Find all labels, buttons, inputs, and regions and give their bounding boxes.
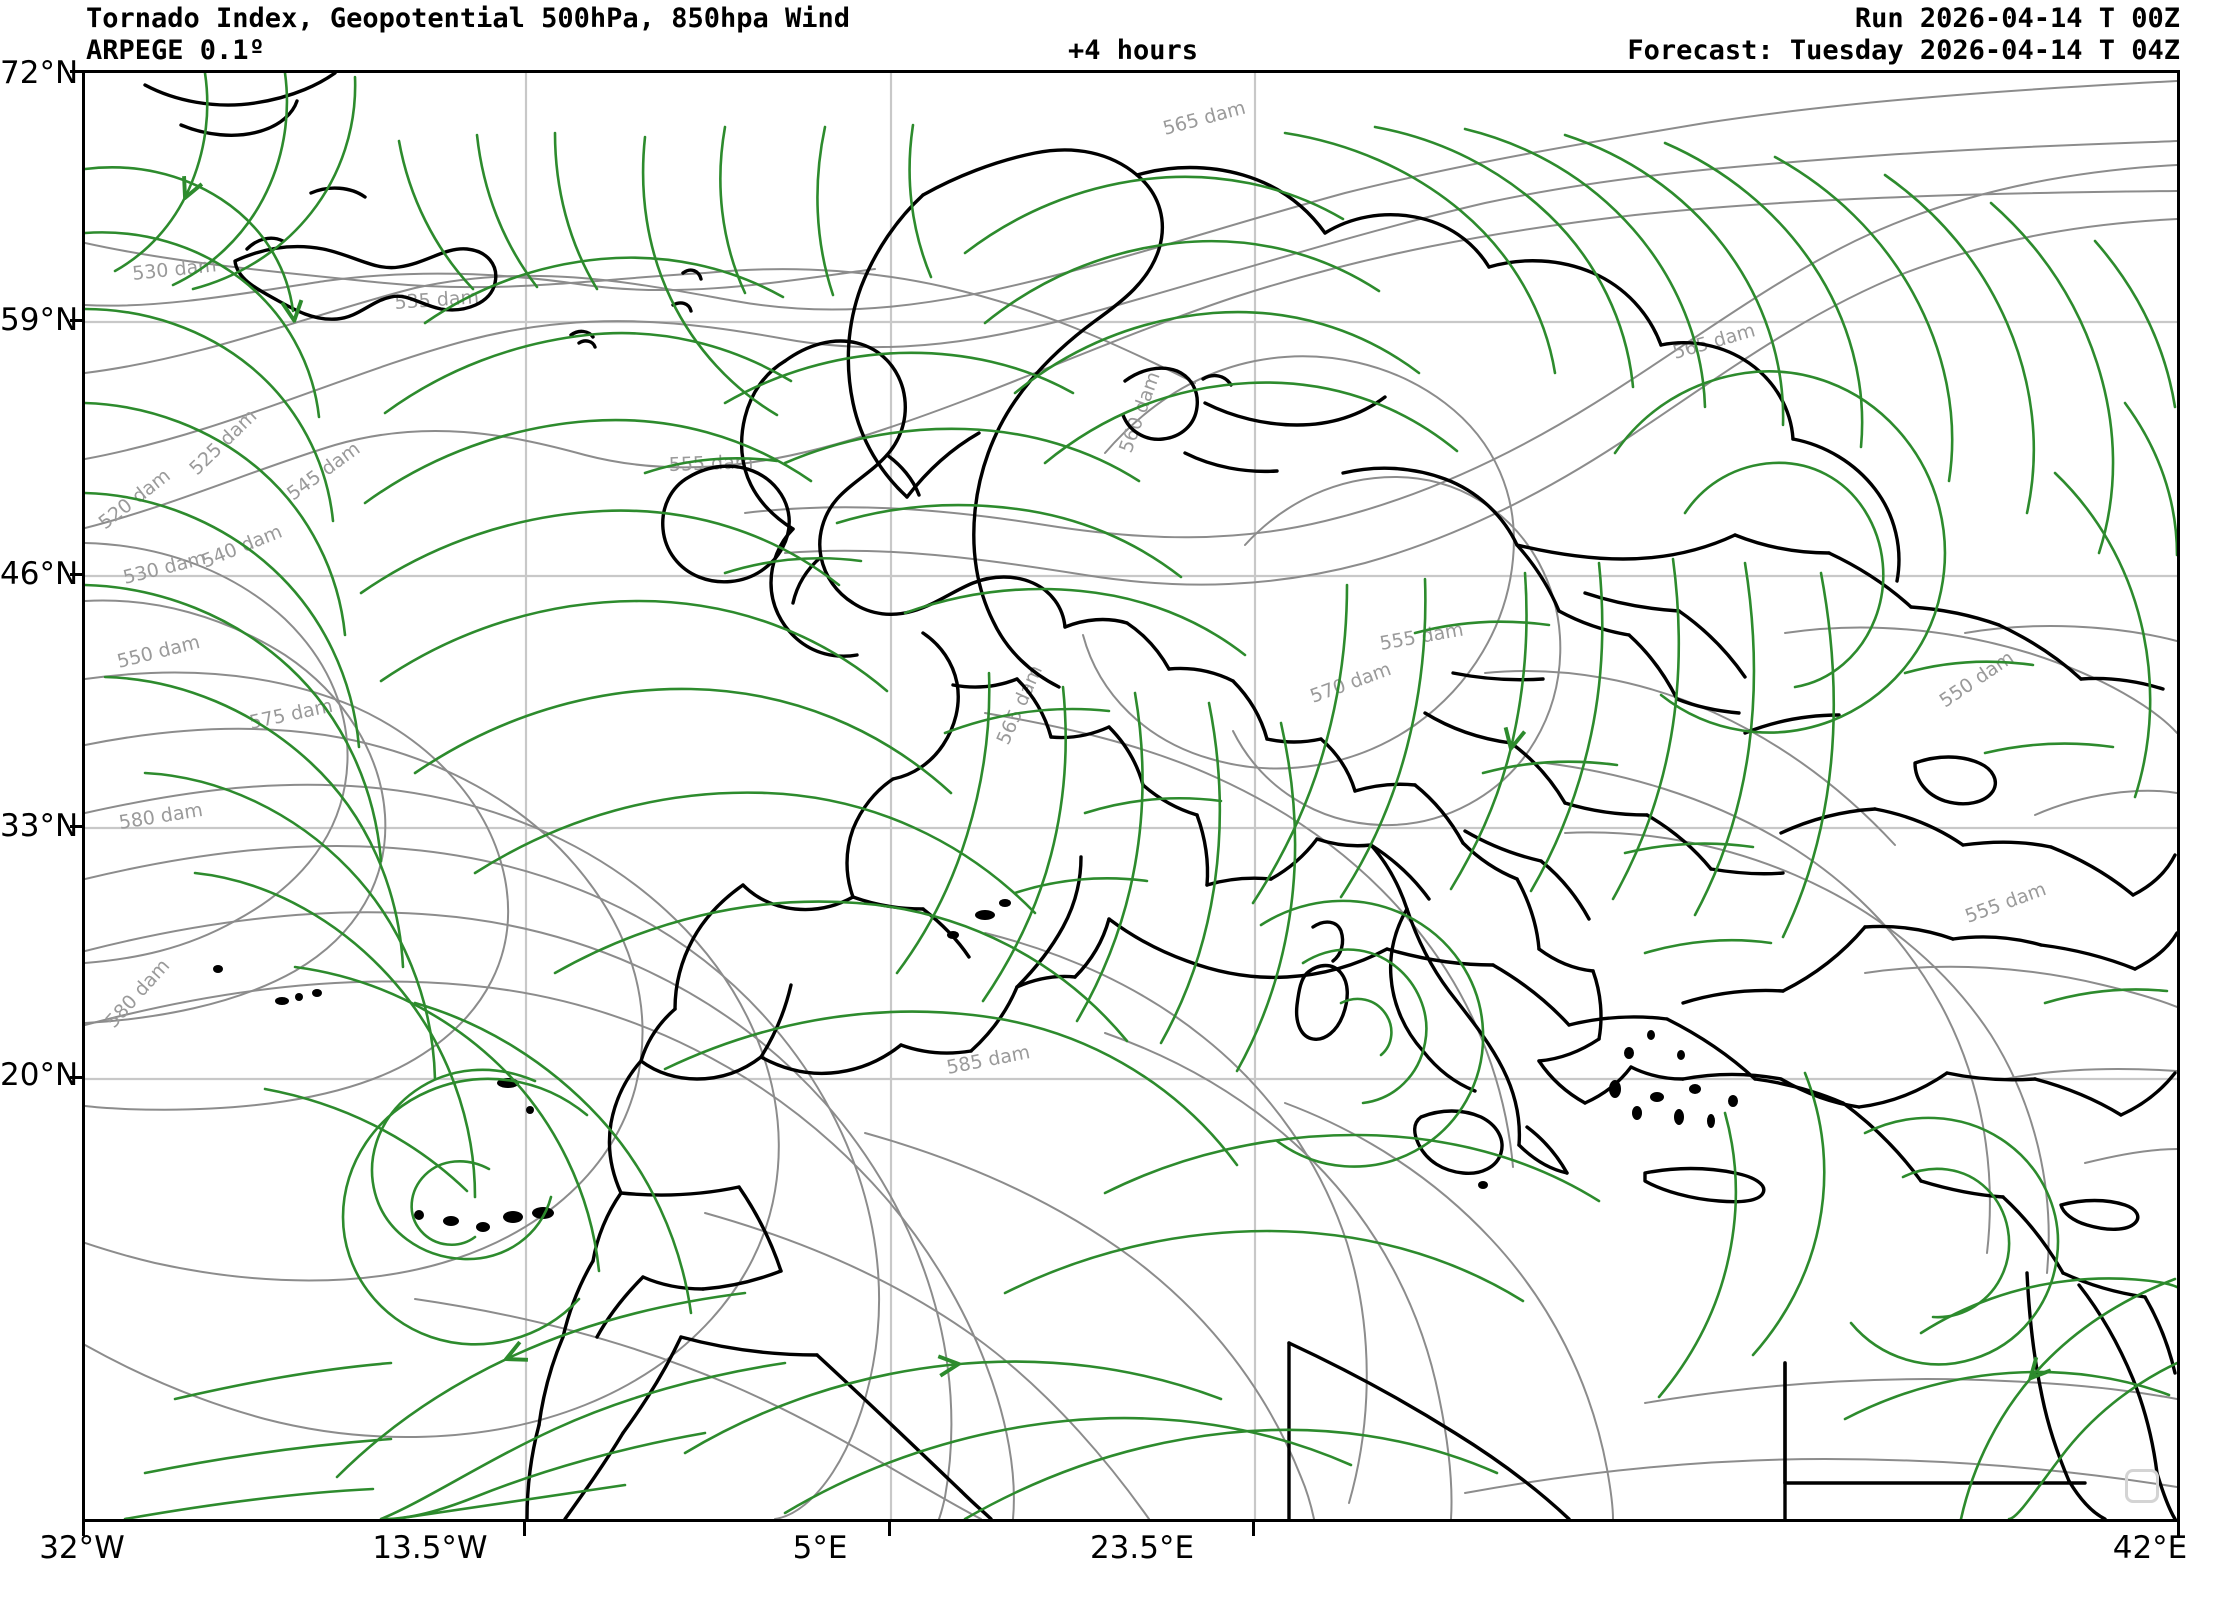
y-tick-1: [70, 319, 84, 322]
model-name-label: ARPEGE 0.1º: [86, 35, 265, 66]
y-tick-0: [70, 70, 84, 73]
contour-labels: 530 dam 535 dam 520 dam 525 dam 530 dam …: [95, 97, 2050, 1079]
header-row-bottom: ARPEGE 0.1º +4 hours Forecast: Tuesday 2…: [86, 36, 2180, 66]
x-axis-label-0: 32°W: [39, 1530, 125, 1566]
lead-time-label: +4 hours: [1067, 35, 1199, 66]
x-tick-3: [1252, 1522, 1255, 1536]
legend-placeholder-box: [2125, 1469, 2159, 1503]
chart-title: Tornado Index, Geopotential 500hPa, 850h…: [86, 3, 851, 34]
contour-label: 555 dam: [1962, 878, 2049, 928]
contour-label: 530 dam: [131, 254, 217, 285]
coastlines-and-borders: [143, 73, 2177, 1519]
x-tick-2: [888, 1522, 891, 1536]
y-tick-2: [70, 573, 84, 576]
y-axis-label-1: 59°N: [0, 302, 79, 338]
contour-label: 550 dam: [115, 631, 202, 673]
y-axis-label-4: 20°N: [0, 1057, 79, 1093]
y-axis-label-3: 33°N: [0, 808, 79, 844]
contour-label: 560 dam: [1115, 369, 1165, 456]
contour-label: 565 dam: [1161, 97, 1248, 140]
y-tick-4: [70, 1076, 84, 1079]
x-axis-label-3: 23.5°E: [1089, 1530, 1195, 1566]
contour-label: 570 dam: [1307, 658, 1394, 708]
contour-label: 575 dam: [247, 695, 334, 734]
y-axis-label-2: 46°N: [0, 556, 79, 592]
y-axis-label-0: 72°N: [0, 55, 79, 91]
y-tick-3: [70, 825, 84, 828]
x-axis-label-2: 5°E: [792, 1530, 848, 1566]
x-tick-0: [82, 1522, 85, 1536]
forecast-valid-label: Forecast: Tuesday 2026-04-14 T 04Z: [1627, 35, 2180, 66]
geopotential-contours: [85, 80, 2177, 1519]
contour-label: 580 dam: [101, 955, 174, 1033]
weather-map-panel[interactable]: 530 dam 535 dam 520 dam 525 dam 530 dam …: [82, 70, 2180, 1522]
map-header: Tornado Index, Geopotential 500hPa, 850h…: [0, 0, 2233, 70]
x-tick-1: [523, 1522, 526, 1536]
x-tick-4: [2177, 1522, 2180, 1536]
wind-streamlines: [85, 73, 2177, 1519]
header-row-top: Tornado Index, Geopotential 500hPa, 850h…: [86, 4, 2180, 34]
model-run-label: Run 2026-04-14 T 00Z: [1854, 3, 2180, 34]
x-axis-label-1: 13.5°W: [372, 1530, 488, 1566]
contour-label: 550 dam: [1935, 647, 2017, 713]
contour-label: 540 dam: [199, 521, 286, 573]
contour-label: 585 dam: [945, 1041, 1032, 1079]
map-canvas: 530 dam 535 dam 520 dam 525 dam 530 dam …: [85, 73, 2177, 1519]
x-axis-label-4: 42°E: [2112, 1530, 2188, 1566]
